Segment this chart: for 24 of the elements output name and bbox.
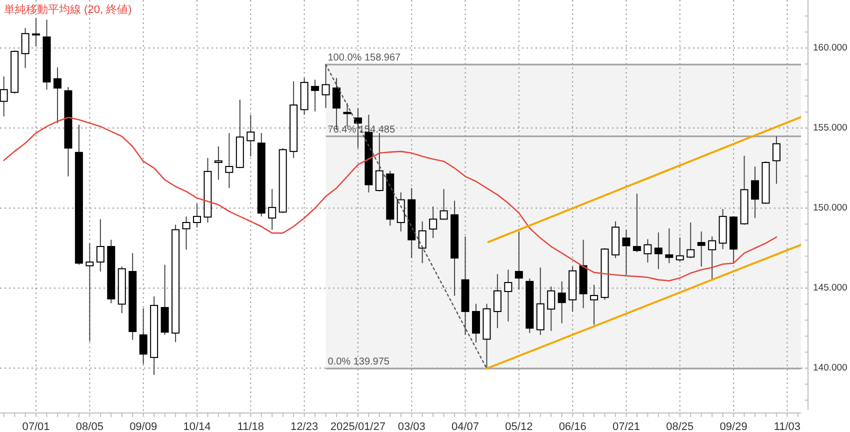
x-tick-label: 08/25 [666,421,694,432]
x-tick-label: 03/03 [398,421,426,432]
x-tick-label: 2025/01/27 [330,421,386,432]
x-tick-label: 10/14 [183,421,211,432]
x-tick-label: 05/12 [505,421,533,432]
x-tick-label: 11/03 [774,421,801,432]
y-tick-label: 150.000 [813,202,848,214]
x-tick-label: 07/21 [612,421,640,432]
x-tick-label: 08/05 [76,421,104,432]
ref-line-label: 0.0% 139.975 [328,356,390,368]
x-tick-label: 09/09 [130,421,158,432]
y-tick-label: 160.000 [813,42,848,54]
ref-line-label: 100.0% 158.967 [328,52,402,64]
x-tick-label: 11/18 [237,421,264,432]
x-tick-label: 09/29 [720,421,748,432]
y-tick-label: 155.000 [813,122,848,134]
x-tick-label: 06/16 [558,421,586,432]
x-tick-label: 04/07 [452,421,480,432]
y-tick-label: 140.000 [813,362,848,374]
legend: 単純移動平均線 (20, 終値) [4,4,132,16]
x-tick-label: 07/01 [22,421,50,432]
y-tick-label: 145.000 [813,282,848,294]
line-series [3,116,778,282]
x-tick-label: 12/23 [290,421,318,432]
